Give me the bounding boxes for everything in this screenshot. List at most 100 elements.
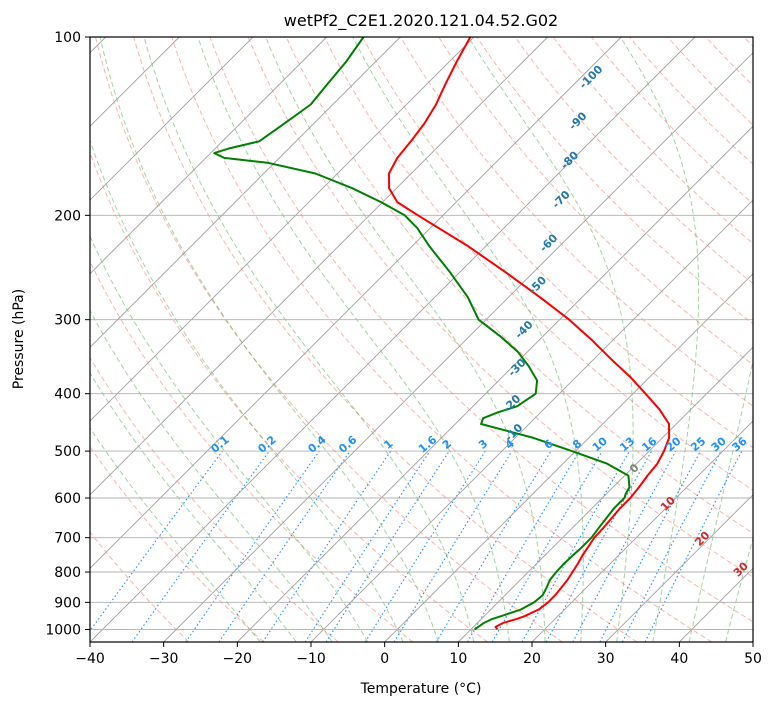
wetbulb-label: -40	[512, 318, 535, 341]
moist-adiabat	[90, 309, 333, 642]
y-tick-label: 700	[54, 531, 81, 547]
temperature-profile	[388, 37, 671, 630]
dry-adiabat	[667, 37, 753, 126]
x-tick-label: 40	[670, 651, 688, 667]
wetbulb-label: -80	[558, 148, 581, 171]
moist-adiabat	[143, 37, 475, 642]
moist-adiabat	[619, 37, 700, 642]
x-tick-label: −10	[296, 651, 326, 667]
moist-adiabat	[90, 427, 261, 642]
isotherm-line	[236, 125, 753, 642]
dry-adiabat	[90, 151, 488, 642]
mixing-ratio-line	[304, 450, 431, 642]
x-tick-label: 10	[449, 651, 467, 667]
moist-adiabat	[90, 371, 297, 642]
isotherm-line	[531, 420, 753, 642]
y-axis-ticks: 100 200 300 400 500 600 700 800 900 1000	[45, 30, 90, 638]
mixing-ratio-line	[621, 450, 722, 642]
moist-adiabat	[725, 536, 753, 642]
moist-adiabat	[688, 358, 753, 642]
mixing-ratio-label: 1	[381, 437, 395, 452]
isotherm-line	[605, 494, 753, 642]
isotherm-line	[457, 346, 753, 642]
mixing-ratio-line	[218, 450, 351, 642]
moist-adiabat	[467, 37, 634, 642]
moist-adiabat	[265, 37, 546, 642]
y-tick-label: 400	[54, 387, 81, 403]
y-tick-label: 900	[54, 595, 81, 611]
dry-adiabat	[438, 37, 753, 366]
mixing-ratio-label: 3	[476, 437, 490, 452]
moist-adiabat-label: 20	[692, 529, 712, 549]
y-tick-label: 300	[54, 313, 81, 329]
mixing-ratio-label: 0.6	[336, 433, 360, 456]
mixing-ratio-line	[545, 450, 653, 642]
dry-adiabat	[90, 531, 190, 642]
isotherm-line	[90, 37, 696, 642]
x-tick-label: −20	[223, 651, 253, 667]
dry-adiabat	[514, 37, 753, 285]
isotherm-line	[678, 567, 753, 642]
isotherm-line	[90, 37, 254, 201]
x-tick-label: 20	[523, 651, 541, 667]
isotherm-line	[384, 273, 753, 642]
moist-adiabat	[90, 138, 404, 642]
x-tick-label: −30	[149, 651, 179, 667]
mixing-ratio-label: 0.4	[305, 433, 329, 456]
x-axis-title: Temperature (°C)	[360, 681, 482, 697]
x-tick-label: 50	[744, 651, 762, 667]
y-tick-label: 800	[54, 565, 81, 581]
dry-adiabat	[90, 260, 414, 642]
isotherm-line	[90, 37, 328, 275]
dry-adiabat	[400, 37, 753, 407]
moist-adiabat	[762, 37, 775, 642]
wetbulb-label: -60	[537, 231, 560, 254]
dry-adiabat	[133, 37, 638, 642]
wetbulb-label: -20	[500, 392, 523, 415]
y-tick-label: 500	[54, 444, 81, 460]
mixing-ratio-line	[393, 450, 513, 642]
moist-adiabat-label: 10	[658, 494, 678, 514]
dry-adiabat	[90, 356, 339, 642]
wetbulb-label: -30	[505, 356, 528, 379]
mixing-ratio-line	[90, 450, 223, 632]
mixing-ratio-line	[325, 450, 450, 642]
isotherm-line	[752, 641, 753, 642]
y-tick-label: 1000	[45, 622, 81, 638]
moist-adiabat	[90, 235, 369, 642]
background-lines	[90, 37, 775, 642]
sounding-profiles	[213, 37, 671, 631]
isotherm-line	[90, 37, 475, 422]
isotherm-line	[90, 37, 401, 348]
wetbulb-label: -50	[526, 273, 549, 296]
wetbulb-label: -100	[577, 63, 606, 92]
dry-adiabat	[590, 37, 753, 205]
y-tick-label: 100	[54, 30, 81, 46]
dry-adiabat	[323, 37, 753, 491]
dry-adiabat	[95, 37, 563, 642]
moist-adiabat-label: 0	[627, 461, 642, 476]
y-tick-label: 200	[54, 208, 81, 224]
mixing-ratio-line	[131, 450, 270, 642]
isotherm-line	[310, 199, 753, 642]
dry-adiabat	[171, 37, 712, 642]
dry-adiabat	[552, 37, 753, 245]
moist-adiabat	[99, 37, 439, 642]
x-axis-ticks: −40 −30 −20 −10 0 10 20 30 40 50	[75, 642, 762, 667]
wetbulb-label: -70	[550, 188, 573, 211]
dry-adiabat	[247, 37, 753, 578]
dry-adiabat	[90, 445, 264, 642]
grid-lines	[90, 37, 753, 642]
mixing-ratio-label: 0.1	[209, 433, 232, 455]
moist-adiabat	[197, 37, 510, 642]
mixing-ratio-label: 0.2	[255, 433, 278, 455]
dry-adiabat	[705, 37, 753, 87]
x-tick-label: 0	[380, 651, 389, 667]
isotherm-line	[90, 37, 549, 496]
mixing-ratio-label: 2	[440, 437, 454, 452]
isotherm-line	[163, 52, 753, 642]
plot-frame	[89, 36, 754, 643]
dewpoint-profile	[213, 37, 631, 631]
